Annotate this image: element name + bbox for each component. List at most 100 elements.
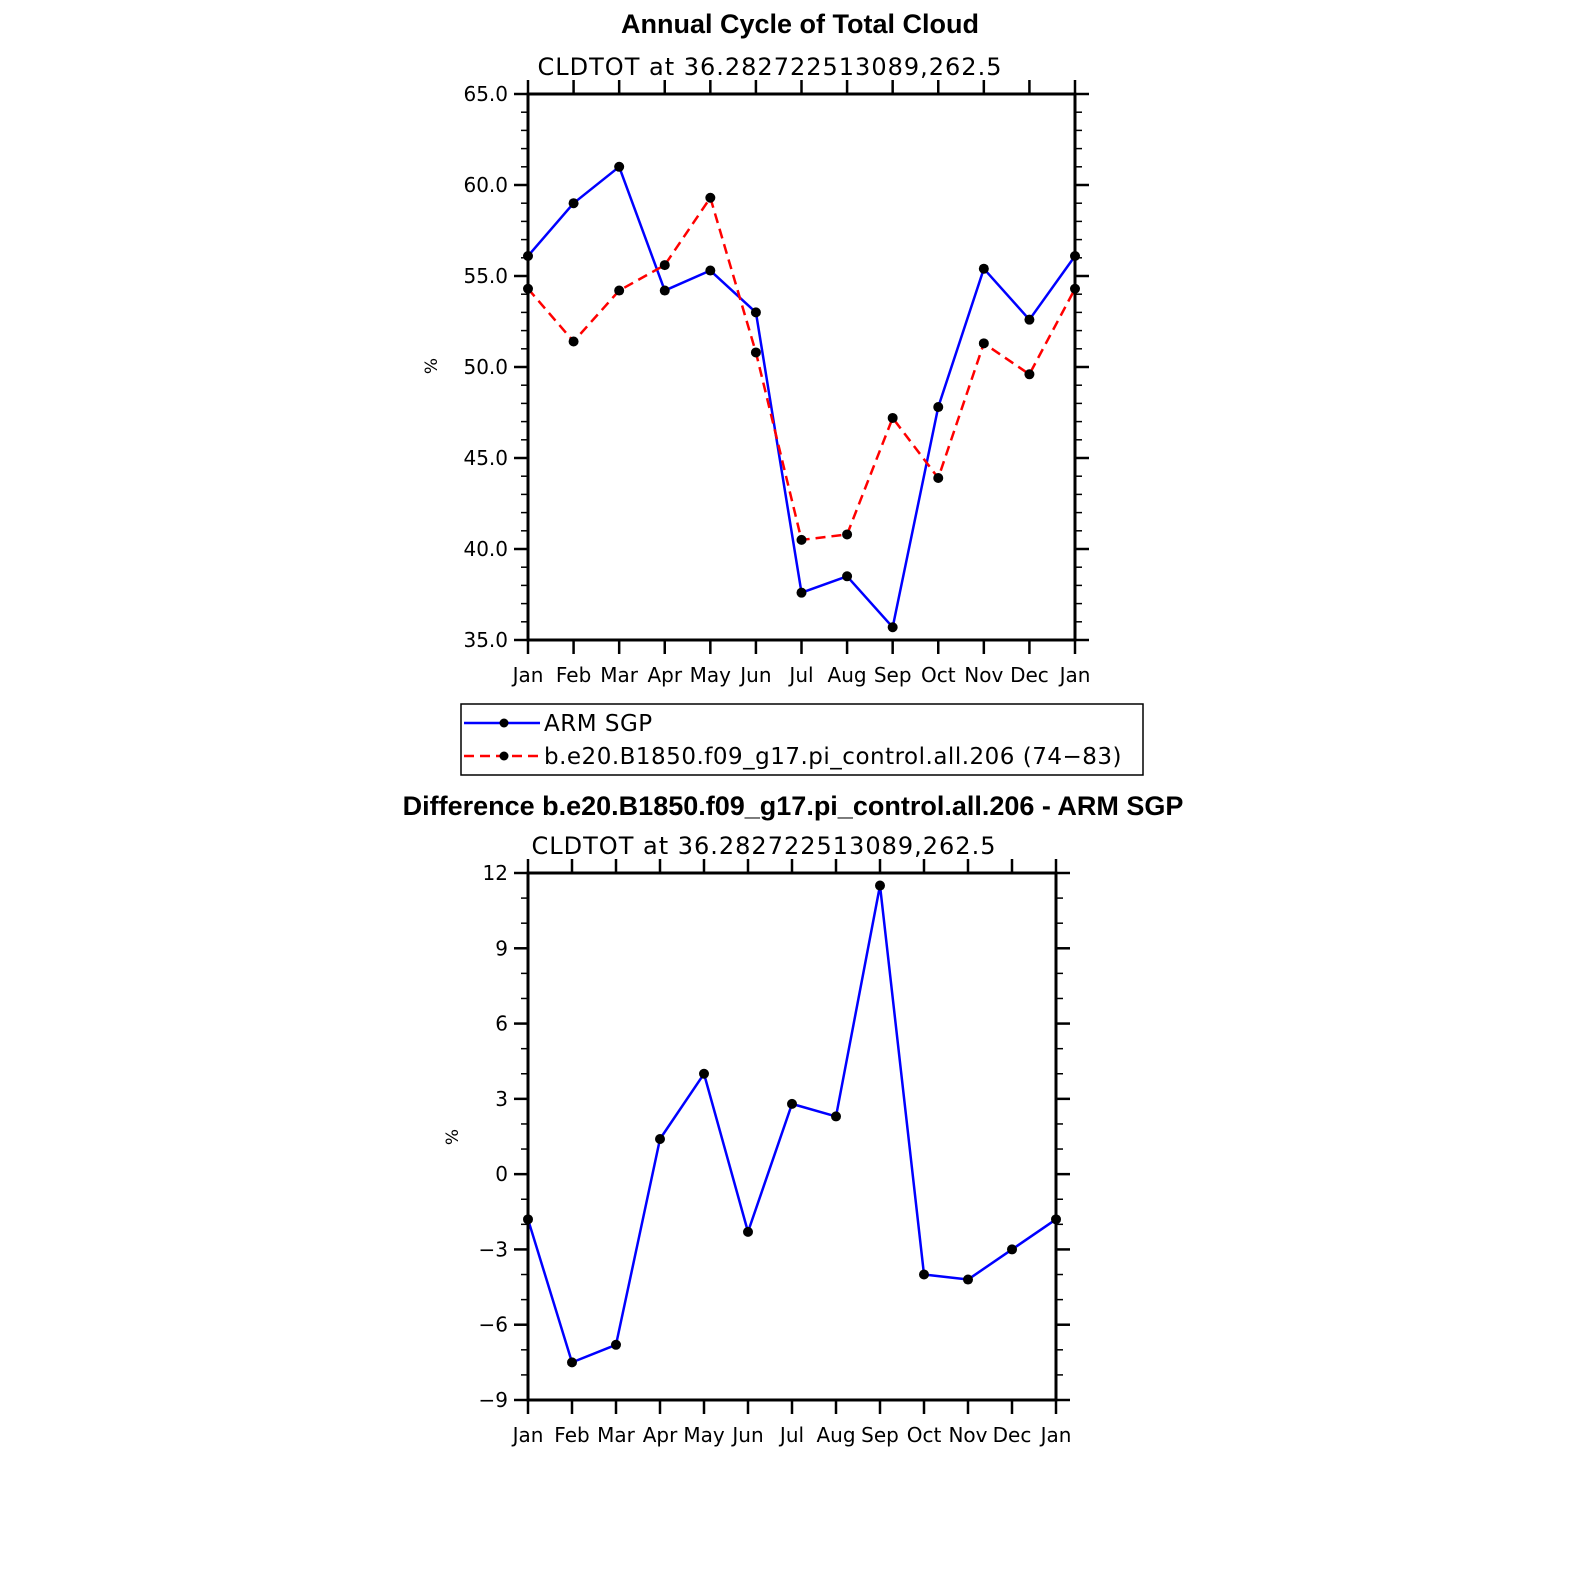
- data-point: [831, 1111, 841, 1122]
- data-point: [842, 529, 853, 540]
- x-tick-label: Jan: [1039, 1423, 1072, 1447]
- data-point: [887, 622, 898, 633]
- data-point: [796, 587, 807, 598]
- axis-ticks: [514, 859, 1070, 1414]
- chart-title: Annual Cycle of Total Cloud: [621, 9, 979, 39]
- x-tick-label: Aug: [828, 663, 867, 687]
- x-tick-label: Jul: [787, 663, 813, 687]
- y-axis-label: %: [422, 358, 442, 374]
- x-tick-label: Dec: [993, 1423, 1032, 1447]
- legend-box: [460, 703, 1144, 776]
- data-point: [614, 285, 625, 296]
- data-point: [611, 1339, 621, 1350]
- data-point: [614, 161, 625, 172]
- x-tick-label: May: [683, 1423, 725, 1447]
- data-point: [750, 347, 761, 358]
- legend-marker: [499, 751, 509, 761]
- x-tick-label: Jan: [511, 663, 544, 687]
- chart-subtitle: CLDTOT at 36.282722513089,262.5: [538, 53, 1003, 81]
- y-tick-label: 12: [483, 861, 508, 885]
- y-tick-label: 35.0: [463, 628, 508, 652]
- data-point: [842, 571, 853, 582]
- data-series: [523, 880, 1061, 1368]
- data-point: [567, 1357, 577, 1368]
- tick-labels: −9 −6 −3 0 3 6 9 12 Jan Feb Mar Apr May Jun Jul Aug Sep O…: [479, 861, 1072, 1447]
- y-tick-label: 3: [495, 1087, 508, 1111]
- y-tick-label: 0: [495, 1162, 508, 1186]
- x-tick-label: Sep: [874, 663, 912, 687]
- axis-ticks: [514, 80, 1089, 654]
- data-point: [963, 1274, 973, 1285]
- x-tick-label: Feb: [556, 663, 591, 687]
- x-tick-label: Apr: [643, 1423, 678, 1447]
- data-series: [523, 161, 1080, 633]
- data-point: [796, 534, 807, 545]
- data-point: [787, 1098, 797, 1109]
- series-line: [527, 165, 1077, 629]
- x-tick-label: Mar: [600, 663, 639, 687]
- x-tick-label: Jul: [778, 1423, 804, 1447]
- data-point: [1024, 314, 1035, 325]
- data-point: [978, 263, 989, 274]
- x-tick-label: Mar: [597, 1423, 636, 1447]
- chart-title: Difference b.e20.B1850.f09_g17.pi_contro…: [403, 791, 1184, 821]
- y-tick-label: 65.0: [463, 82, 508, 106]
- x-tick-label: May: [690, 663, 732, 687]
- legend: ARM SGP b.e20.B1850.f09_g17.pi_control.a…: [460, 703, 1144, 776]
- tick-labels: 35.0 40.0 45.0 50.0 55.0 60.0 65.0 Jan Feb Mar Apr…: [463, 82, 1090, 687]
- data-point: [1007, 1244, 1017, 1255]
- y-tick-label: −9: [479, 1388, 508, 1412]
- y-tick-label: −6: [479, 1313, 508, 1337]
- x-tick-label: Jan: [511, 1423, 544, 1447]
- legend-label-model: b.e20.B1850.f09_g17.pi_control.all.206 (…: [544, 744, 1122, 770]
- data-point: [705, 265, 716, 276]
- plot-frame: [526, 871, 1058, 1402]
- data-point: [887, 412, 898, 423]
- data-point: [919, 1269, 929, 1280]
- x-tick-label: Jan: [1058, 663, 1091, 687]
- data-point: [1024, 369, 1035, 380]
- y-tick-label: 50.0: [463, 355, 508, 379]
- difference-chart: Difference b.e20.B1850.f09_g17.pi_contro…: [403, 791, 1184, 1447]
- legend-marker: [499, 718, 509, 728]
- y-tick-label: 6: [495, 1012, 508, 1036]
- x-tick-label: Aug: [816, 1423, 855, 1447]
- y-tick-label: 40.0: [463, 537, 508, 561]
- data-point: [875, 880, 885, 891]
- y-tick-label: −3: [479, 1237, 508, 1261]
- data-point: [933, 473, 944, 484]
- x-tick-label: Oct: [921, 663, 956, 687]
- data-point: [933, 402, 944, 413]
- x-tick-label: Sep: [861, 1423, 899, 1447]
- y-tick-label: 45.0: [463, 446, 508, 470]
- legend-item-arm-sgp: ARM SGP: [464, 711, 653, 737]
- annual-cycle-chart: Annual Cycle of Total Cloud CLDTOT at 36…: [422, 9, 1090, 687]
- chart-subtitle: CLDTOT at 36.282722513089,262.5: [532, 832, 997, 860]
- data-point: [699, 1068, 709, 1079]
- x-tick-label: Apr: [647, 663, 682, 687]
- y-tick-label: 55.0: [463, 264, 508, 288]
- data-point: [743, 1226, 753, 1237]
- data-point: [750, 307, 761, 318]
- series-line: [526, 884, 1057, 1364]
- y-tick-label: 9: [495, 936, 508, 960]
- data-point: [978, 338, 989, 349]
- x-tick-label: Nov: [964, 663, 1003, 687]
- legend-label-arm-sgp: ARM SGP: [544, 711, 653, 737]
- x-tick-label: Feb: [554, 1423, 589, 1447]
- x-tick-label: Nov: [948, 1423, 987, 1447]
- series-line: [527, 196, 1077, 542]
- x-tick-label: Jun: [730, 1423, 763, 1447]
- data-point: [705, 192, 716, 203]
- legend-item-model: b.e20.B1850.f09_g17.pi_control.all.206 (…: [464, 744, 1122, 770]
- data-point: [659, 285, 670, 296]
- data-point: [568, 336, 579, 347]
- plot-frame: [526, 92, 1077, 642]
- data-point: [568, 198, 579, 209]
- y-tick-label: 60.0: [463, 173, 508, 197]
- x-tick-label: Jun: [738, 663, 771, 687]
- x-tick-label: Dec: [1010, 663, 1049, 687]
- x-tick-label: Oct: [907, 1423, 942, 1447]
- data-point: [659, 260, 670, 271]
